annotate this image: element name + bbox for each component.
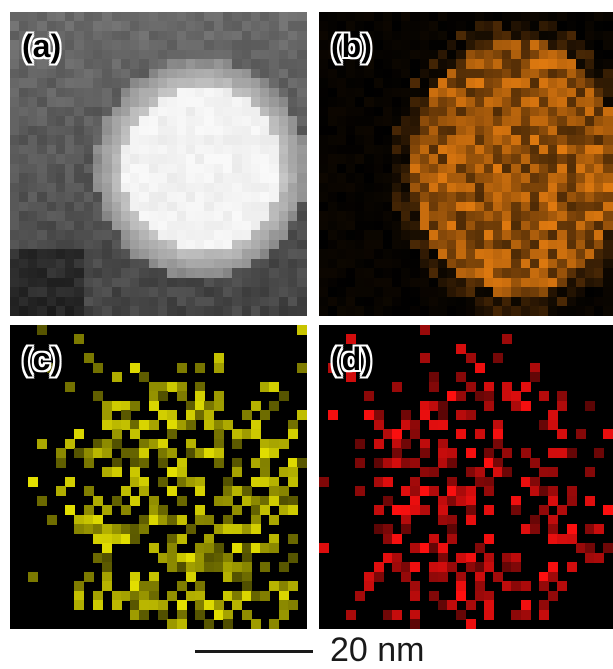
- yellow-elemental-map: [10, 325, 307, 629]
- red-elemental-map: [319, 325, 613, 629]
- panel-a-haadf-image: (a): [10, 12, 307, 316]
- haadf-map: [10, 12, 307, 316]
- panel-c-elemental-map: (c): [10, 325, 307, 629]
- scale-bar-label: 20 nm: [330, 631, 425, 669]
- scale-bar: [195, 650, 313, 653]
- panel-d-elemental-map: (d): [319, 325, 613, 629]
- panel-label-c: (c): [22, 341, 62, 377]
- panel-label-a: (a): [22, 28, 62, 64]
- panel-b-elemental-map: (b): [319, 12, 613, 316]
- panel-label-b: (b): [331, 28, 372, 64]
- orange-elemental-map: [319, 12, 613, 316]
- panel-label-d: (d): [331, 341, 372, 377]
